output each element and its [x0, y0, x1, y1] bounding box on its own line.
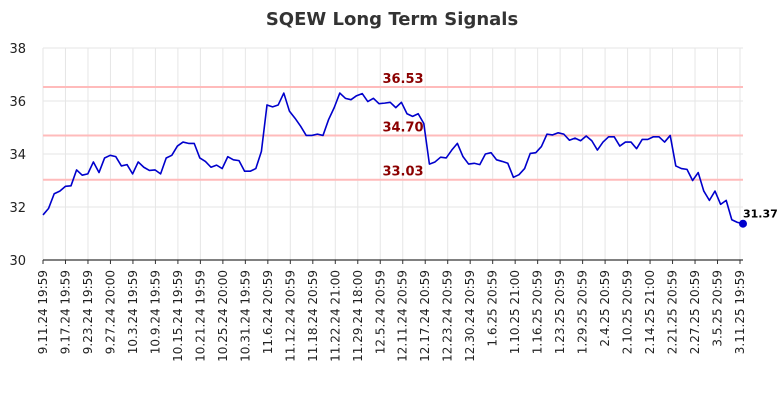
- x-tick-label: 11.12.24 20:59: [283, 270, 297, 362]
- last-point-label: 31.37: [743, 208, 778, 221]
- x-tick-label: 10.31.24 19:59: [238, 270, 252, 362]
- x-tick-label: 12.5.24 20:59: [373, 270, 387, 354]
- x-tick-label: 11.22.24 21:00: [328, 270, 342, 362]
- x-tick-label: 2.27.25 20:59: [688, 270, 702, 354]
- x-tick-label: 9.27.24 20:00: [103, 270, 117, 354]
- x-tick-label: 1.23.25 20:59: [553, 270, 567, 354]
- x-tick-label: 9.17.24 19:59: [58, 270, 72, 354]
- x-tick-label: 9.11.24 19:59: [36, 270, 50, 354]
- price-series: [42, 92, 744, 225]
- series-line: [42, 92, 744, 225]
- chart-title: SQEW Long Term Signals: [266, 9, 518, 30]
- x-tick-label: 12.30.24 20:59: [463, 270, 477, 362]
- signal-labels: 36.53 34.70 33.03: [382, 72, 423, 180]
- x-tick-label: 10.3.24 19:59: [126, 270, 140, 354]
- x-tick-label: 10.15.24 19:59: [171, 270, 185, 362]
- y-tick-label: 38: [9, 42, 26, 57]
- x-tick-label: 12.23.24 20:59: [441, 270, 455, 362]
- last-point: 31.37: [739, 208, 778, 228]
- y-axis-ticks: 30 32 34 36 38: [9, 42, 26, 269]
- y-tick-label: 36: [9, 95, 26, 110]
- x-tick-label: 2.10.25 20:59: [621, 270, 635, 354]
- x-tick-label: 1.29.25 20:59: [576, 270, 590, 354]
- x-tick-label: 2.4.25 20:59: [598, 270, 612, 347]
- x-tick-label: 10.9.24 19:59: [148, 270, 162, 354]
- x-tick-label: 12.17.24 20:59: [418, 270, 432, 362]
- signal-line-label: 36.53: [382, 72, 423, 87]
- x-tick-label: 10.21.24 19:59: [193, 270, 207, 362]
- y-tick-label: 32: [9, 201, 26, 216]
- gridlines: [42, 47, 743, 261]
- y-tick-label: 34: [9, 148, 26, 163]
- x-tick-label: 11.6.24 20:59: [261, 270, 275, 354]
- x-tick-label: 10.25.24 20:00: [216, 270, 230, 362]
- signal-lines: [43, 85, 743, 181]
- y-tick-label: 30: [9, 254, 26, 269]
- x-tick-label: 11.29.24 18:00: [351, 270, 365, 362]
- x-tick-label: 3.5.25 20:59: [711, 270, 725, 347]
- x-tick-label: 2.21.25 20:59: [666, 270, 680, 354]
- signal-line-label: 34.70: [382, 120, 423, 135]
- x-tick-label: 9.23.24 19:59: [81, 270, 95, 354]
- x-axis-ticks: 9.11.24 19:59 9.17.24 19:59 9.23.24 19:59 9…: [36, 260, 747, 362]
- x-tick-label: 2.14.25 21:00: [643, 270, 657, 354]
- last-point-marker: [739, 219, 747, 228]
- signal-line-label: 33.03: [382, 165, 423, 180]
- x-tick-label: 12.11.24 20:59: [396, 270, 410, 362]
- x-tick-label: 11.18.24 20:59: [306, 270, 320, 362]
- x-tick-label: 1.6.25 20:59: [486, 270, 500, 347]
- x-tick-label: 3.11.25 19:59: [733, 270, 747, 354]
- x-tick-label: 1.10.25 21:00: [508, 270, 522, 354]
- x-tick-label: 1.16.25 20:59: [531, 270, 545, 354]
